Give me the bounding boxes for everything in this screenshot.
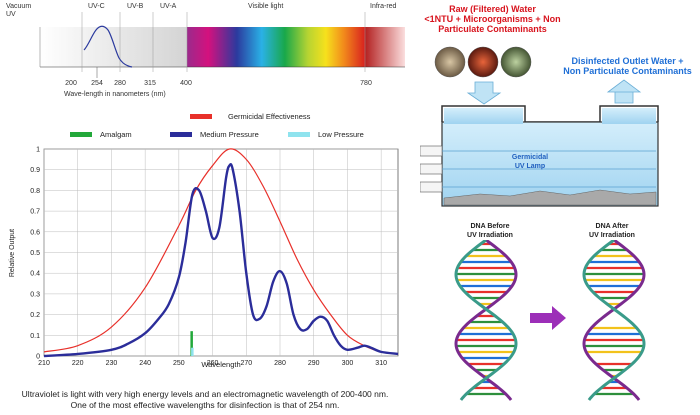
microorganism-photo-3 [500, 46, 532, 78]
infrared-label: Infra-red [370, 3, 397, 10]
caption-line1: Ultraviolet is light with very high ener… [21, 389, 389, 399]
x-tick-label: 310 [375, 360, 387, 367]
series-medium-pressure-line [43, 163, 399, 358]
caption-line2: One of the most effective wavelengths fo… [70, 400, 340, 410]
y-tick-label: 0.1 [30, 333, 40, 340]
lamp-socket-3 [420, 181, 443, 193]
dna-diagram [454, 240, 646, 401]
x-tick-label: 230 [106, 360, 118, 367]
lamp-socket-2 [420, 163, 443, 175]
y-tick-label: 0.9 [30, 167, 40, 174]
y-axis-label: Relative Output [9, 229, 16, 277]
legend-amalgam: Amalgam [100, 130, 132, 139]
dna-backbone [582, 240, 646, 401]
x-tick-label: 260 [207, 360, 219, 367]
lamp-label-line2: UV Lamp [515, 163, 545, 170]
tick-200: 200 [65, 80, 77, 87]
dna-before-label: DNA Before UV Irradiation [467, 223, 513, 239]
dna-after-helix [582, 240, 646, 401]
x-axis-ticks: 210 220 230 240 250 260 270 280 290 300 310 [38, 360, 387, 367]
y-tick-label: 0.6 [30, 229, 40, 236]
visible-band [187, 27, 365, 67]
reactor-chamber [441, 121, 659, 207]
x-tick-label: 290 [308, 360, 320, 367]
vacuum-line1: Vacuum [6, 3, 32, 10]
outlet-arrow-icon [606, 79, 642, 104]
germicidal-mini-curve [83, 25, 133, 68]
legend-low: Low Pressure [318, 130, 364, 139]
caption: Ultraviolet is light with very high ener… [0, 389, 410, 411]
y-tick-label: 0.7 [30, 209, 40, 216]
x-axis-label: Wavelength [201, 360, 240, 369]
series-lines [43, 148, 399, 358]
legend-germicidal: Germicidal Effectiveness [228, 112, 311, 121]
tick-254: 254 [91, 80, 103, 87]
infrared-band [365, 27, 405, 67]
x-tick-label: 220 [72, 360, 84, 367]
dna-backbone [454, 240, 518, 401]
dna-backbone [454, 240, 518, 401]
x-tick-label: 270 [240, 360, 252, 367]
y-tick-label: 1 [36, 147, 40, 154]
vacuum-uv-label: Vacuum UV [6, 3, 31, 19]
sediment [443, 189, 657, 206]
legend-swatch-low [288, 132, 310, 137]
x-tick-label: 210 [38, 360, 50, 367]
uvc-label: UV-C [88, 3, 105, 10]
lamp-label-line1: Germicidal [512, 154, 548, 161]
x-tick-label: 300 [342, 360, 354, 367]
spectrum-axis-label: Wave-length in nanometers (nm) [64, 91, 166, 98]
dna-backbone [582, 240, 646, 401]
y-axis-ticks: 0 0.1 0.2 0.3 0.4 0.5 0.6 0.7 0.8 0.9 1 [30, 147, 40, 361]
y-tick-label: 0.8 [30, 188, 40, 195]
tick-400: 400 [180, 80, 192, 87]
y-tick-label: 0 [36, 354, 40, 361]
grid [43, 148, 398, 357]
dna-before-helix [454, 240, 518, 401]
legend-medium: Medium Pressure [200, 130, 259, 139]
y-tick-label: 0.3 [30, 291, 40, 298]
visible-light-label: Visible light [248, 3, 284, 10]
microorganism-photo-1 [434, 46, 466, 78]
inlet-arrow-icon [466, 81, 502, 105]
vacuum-line2: UV [6, 11, 16, 18]
microorganism-photo-2 [467, 46, 499, 78]
outlet-title: Disinfected Outlet Water + Non Particula… [563, 56, 692, 76]
lamp-socket-1 [420, 145, 443, 157]
legend-swatch-amalgam [70, 132, 92, 137]
series-germicidal-effectiveness-line [43, 148, 399, 355]
legend-swatch-medium [170, 132, 192, 137]
transform-arrow-icon [530, 306, 566, 330]
dna-after-label: DNA After UV Irradiation [589, 223, 635, 239]
inlet-title: Raw (Filtered) Water <1NTU + Microorgani… [424, 4, 561, 34]
uv-reactor-diagram: Germicidal UV Lamp [420, 46, 659, 207]
y-tick-label: 0.5 [30, 250, 40, 257]
uv-band [40, 27, 187, 67]
spectrum-bar: 200 254 280 315 400 780 Wave-length in n… [39, 12, 405, 98]
uva-label: UV-A [160, 3, 177, 10]
x-tick-label: 250 [173, 360, 185, 367]
tick-315: 315 [144, 80, 156, 87]
tick-780: 780 [360, 80, 372, 87]
x-tick-label: 240 [139, 360, 151, 367]
uvb-label: UV-B [127, 3, 144, 10]
legend-swatch-germicidal [190, 114, 212, 119]
y-tick-label: 0.4 [30, 271, 40, 278]
y-tick-label: 0.2 [30, 312, 40, 319]
relative-output-chart: Germicidal Effectiveness Amalgam Medium … [9, 112, 399, 369]
tick-280: 280 [114, 80, 126, 87]
x-tick-label: 280 [274, 360, 286, 367]
